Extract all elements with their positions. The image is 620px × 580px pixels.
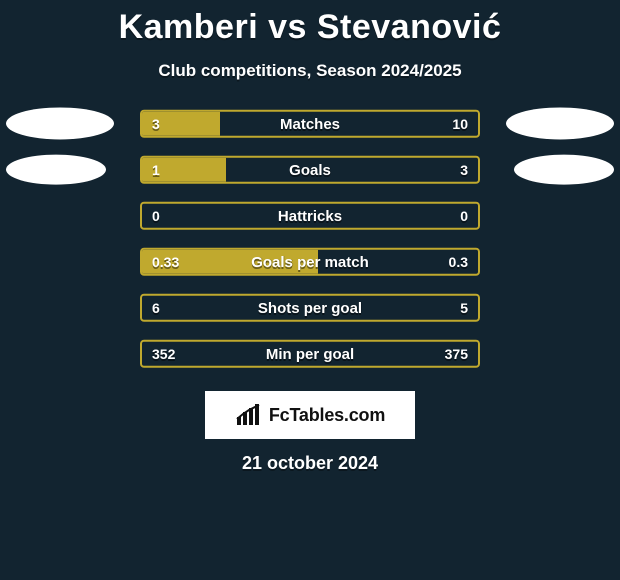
bar-min-per-goal: 352 375Min per goal — [140, 340, 480, 368]
stat-label: Hattricks — [142, 204, 478, 228]
value-right: 0.3 — [449, 250, 468, 274]
player-ellipse-left — [6, 107, 114, 139]
stat-row-matches: 310Matches — [0, 103, 620, 149]
stat-row-hattricks: 0 0Hattricks — [0, 195, 620, 241]
bar-fill — [142, 112, 220, 136]
value-right: 5 — [460, 296, 468, 320]
value-left: 352 — [152, 342, 175, 366]
logo-bars-icon — [235, 403, 263, 427]
stat-label: Min per goal — [142, 342, 478, 366]
value-right: 0 — [460, 204, 468, 228]
value-left: 0 — [152, 204, 160, 228]
page-subtitle: Club competitions, Season 2024/2025 — [0, 61, 620, 81]
bar-matches: 310Matches — [140, 110, 480, 138]
stat-row-min-per-goal: 352 375Min per goal — [0, 333, 620, 379]
bar-goals: 13Goals — [140, 156, 480, 184]
player-ellipse-left — [6, 155, 106, 185]
value-right: 375 — [445, 342, 468, 366]
value-left: 6 — [152, 296, 160, 320]
logo-box: FcTables.com — [205, 391, 415, 439]
value-right: 3 — [460, 158, 468, 182]
page-title: Kamberi vs Stevanović — [0, 0, 620, 47]
bar-hattricks: 0 0Hattricks — [140, 202, 480, 230]
stat-label: Shots per goal — [142, 296, 478, 320]
bar-goals-per-match: 0.330.3Goals per match — [140, 248, 480, 276]
player-ellipse-right — [506, 107, 614, 139]
player-ellipse-right — [514, 155, 614, 185]
bar-shots-per-goal: 6 5Shots per goal — [140, 294, 480, 322]
stat-row-goals: 13Goals — [0, 149, 620, 195]
stat-row-goals-per-match: 0.330.3Goals per match — [0, 241, 620, 287]
bar-fill — [142, 158, 226, 182]
stat-row-shots-per-goal: 6 5Shots per goal — [0, 287, 620, 333]
value-right: 10 — [452, 112, 468, 136]
date-label: 21 october 2024 — [0, 453, 620, 474]
bar-fill — [142, 250, 318, 274]
comparison-chart: 310Matches 13Goals 0 0Hattricks 0.330.3Goals… — [0, 103, 620, 379]
logo-text: FcTables.com — [269, 405, 385, 426]
